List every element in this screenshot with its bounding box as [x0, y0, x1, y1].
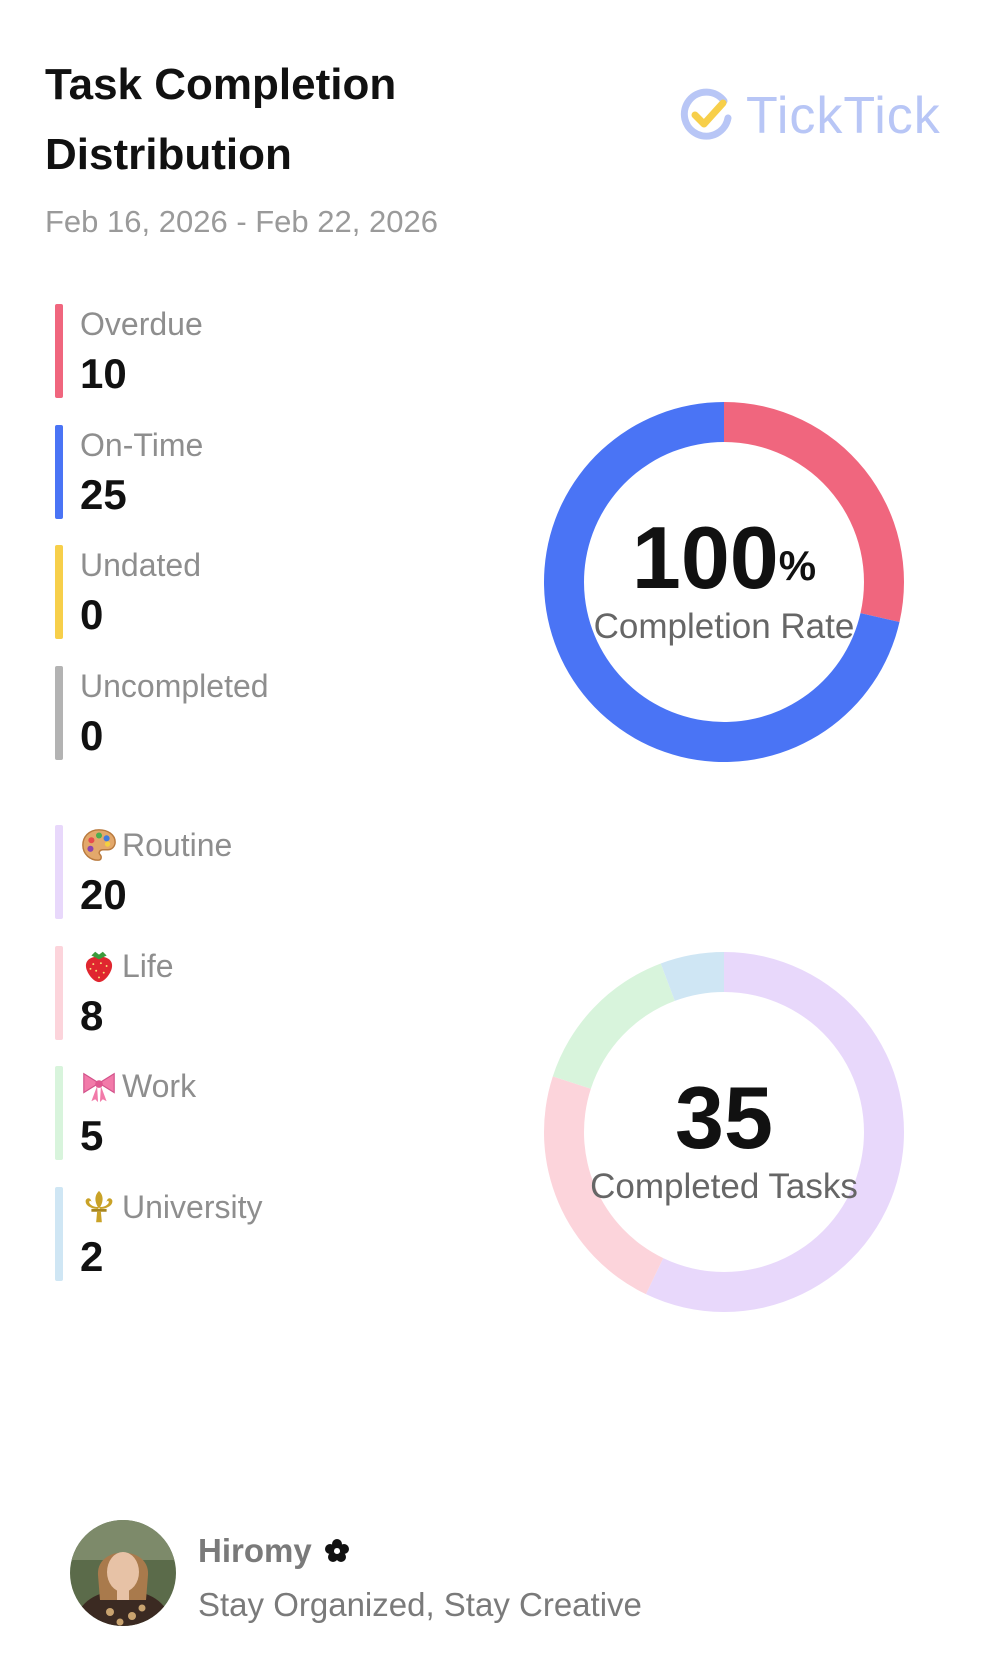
strawberry-icon: [85, 951, 113, 983]
legend-item-on-time: On-Time 25: [55, 425, 435, 519]
legend-value: 20: [80, 871, 127, 918]
legend-color-bar: [55, 946, 63, 1040]
donut-slice-routine: [645, 952, 904, 1312]
user-tagline: Stay Organized, Stay Creative: [198, 1586, 642, 1623]
date-range: Feb 16, 2026 - Feb 22, 2026: [45, 204, 438, 239]
legend-label-row: University: [80, 1187, 262, 1227]
legend-item-undated: Undated 0: [55, 545, 435, 639]
fleur-de-lis-icon: [85, 1190, 113, 1223]
legend-item-uncompleted: Uncompleted 0: [55, 666, 435, 760]
brand-name: TickTick: [746, 87, 941, 145]
legend-value: 25: [80, 471, 127, 518]
completed-tasks-value: 35: [675, 1068, 773, 1167]
legend-label: Undated: [80, 547, 201, 583]
completed-tasks-donut: 35 Completed Tasks: [524, 932, 924, 1332]
legend-label: On-Time: [80, 427, 204, 463]
completion-rate-caption: Completion Rate: [593, 607, 855, 646]
legend-color-bar: [55, 1187, 63, 1281]
legend-value: 8: [80, 992, 104, 1039]
legend-color-bar: [55, 1066, 63, 1160]
legend-color-bar: [55, 304, 63, 398]
legend-label: University: [122, 1189, 263, 1225]
flower-icon: [324, 1539, 349, 1562]
legend-color-bar: [55, 425, 63, 519]
completion-rate-donut: 100% Completion Rate: [524, 382, 924, 782]
brand-logo: TickTick: [676, 85, 966, 147]
legend-label-row: Routine: [80, 825, 232, 865]
completion-rate-center: 100% Completion Rate: [524, 510, 924, 648]
legend-value: 10: [80, 350, 127, 397]
legend-item-university: University 2: [55, 1187, 435, 1281]
legend-value: 0: [80, 712, 104, 759]
legend-color-bar: [55, 825, 63, 919]
legend-item-work: Work 5: [55, 1066, 435, 1160]
legend-color-bar: [55, 545, 63, 639]
ticktick-check-icon: [680, 88, 732, 140]
legend-item-life: Life 8: [55, 946, 435, 1040]
legend-label: Life: [122, 948, 174, 984]
completed-tasks-center: 35 Completed Tasks: [524, 1070, 924, 1208]
legend-value: 2: [80, 1233, 104, 1280]
donut-slice-university: [660, 952, 724, 1001]
completion-rate-value: 100: [631, 508, 779, 607]
legend-label-row: Life: [80, 946, 174, 986]
completed-tasks-chart: [544, 952, 904, 1312]
legend-color-bar: [55, 666, 63, 760]
donut-slice-work: [552, 963, 675, 1089]
legend-item-overdue: Overdue 10: [55, 304, 435, 398]
user-name: Hiromy: [198, 1532, 312, 1569]
donut-slice-overdue: [724, 402, 904, 623]
completed-tasks-caption: Completed Tasks: [590, 1167, 858, 1206]
profile-card: Hiromy Stay Organized, Stay Creative: [70, 1520, 770, 1630]
legend-label: Work: [122, 1068, 197, 1104]
legend-label-row: Work: [80, 1066, 196, 1106]
completion-rate-unit: %: [778, 542, 817, 589]
ribbon-icon: [83, 1072, 115, 1103]
avatar[interactable]: [70, 1520, 176, 1626]
legend-label: Uncompleted: [80, 668, 269, 704]
page-title: Task Completion Distribution: [45, 60, 397, 179]
legend-value: 0: [80, 591, 104, 638]
legend-value: 5: [80, 1112, 104, 1159]
legend-label: Routine: [122, 827, 233, 863]
legend-label: Overdue: [80, 306, 203, 342]
user-name-row: Hiromy: [198, 1532, 352, 1570]
completion-rate-chart: [544, 402, 904, 762]
palette-icon: [82, 829, 116, 861]
completion-rate-value-row: 100%: [524, 510, 924, 606]
donut-slice-life: [544, 1076, 664, 1295]
legend-item-routine: Routine 20: [55, 825, 435, 919]
